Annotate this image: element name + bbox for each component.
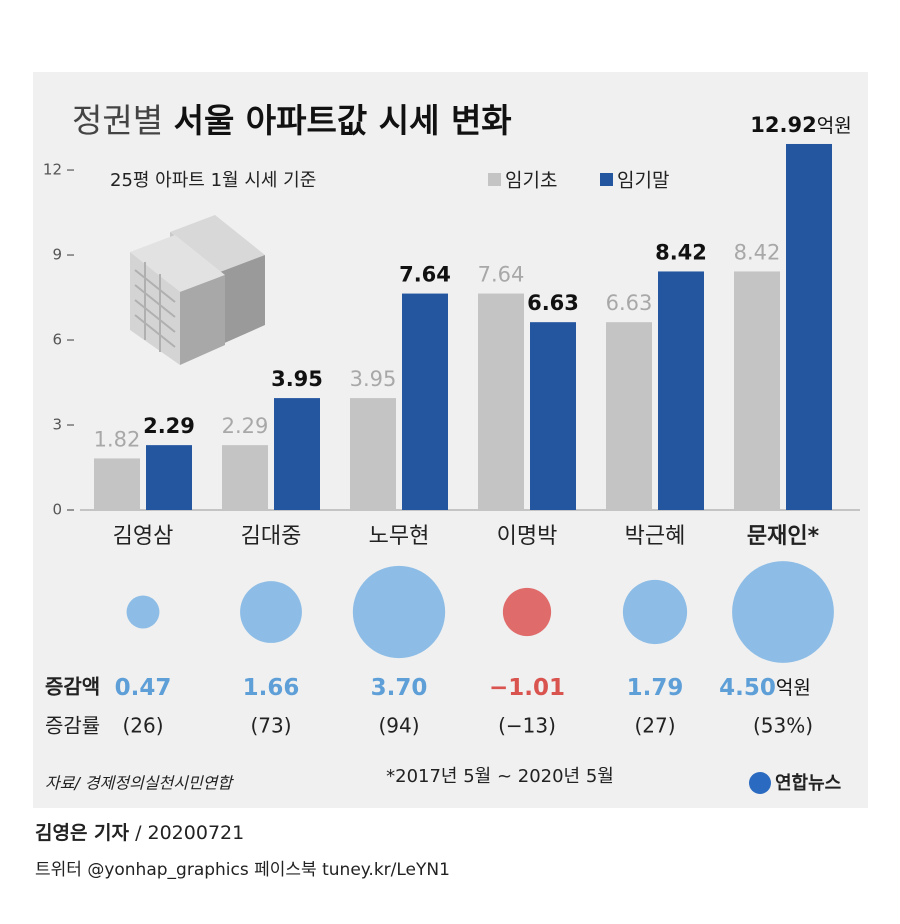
change-value: 1.79 xyxy=(627,675,684,701)
building-icon xyxy=(130,215,265,365)
change-bubble xyxy=(126,595,160,629)
legend-swatch xyxy=(488,173,501,186)
value-label: 3.95 xyxy=(271,367,323,391)
y-tick-label: 9 xyxy=(52,246,62,264)
x-tick-label: 김대중 xyxy=(241,524,302,549)
change-label: 0.47 xyxy=(115,675,172,701)
rate-label: (27) xyxy=(634,714,675,738)
source: 자료/ 경제정의실천시민연합 xyxy=(45,774,234,793)
value: 1.82 xyxy=(94,427,141,451)
value-label: 12.92억원 xyxy=(750,113,851,137)
bar xyxy=(222,445,268,510)
change-bubble xyxy=(352,565,446,659)
chart-title: 정권별 서울 아파트값 시세 변화 xyxy=(72,101,512,140)
change-bubble xyxy=(502,587,552,637)
bar xyxy=(606,322,652,510)
bar xyxy=(478,293,524,510)
value-label: 7.64 xyxy=(399,263,451,287)
value: 7.64 xyxy=(399,263,451,287)
author: 김영은 기자 xyxy=(35,822,130,844)
value: 2.29 xyxy=(143,414,195,438)
bar xyxy=(734,271,780,510)
value-label: 6.63 xyxy=(527,291,579,315)
logo-mark xyxy=(749,772,771,794)
change-value: 1.66 xyxy=(243,675,300,701)
change-label: 1.66 xyxy=(243,675,300,701)
bar xyxy=(146,445,192,510)
y-tick-label: 12 xyxy=(43,161,62,179)
x-tick-label: 박근혜 xyxy=(625,524,686,549)
value-label: 2.29 xyxy=(143,414,195,438)
value: 12.92 xyxy=(750,113,816,137)
rate-label: (53%) xyxy=(753,714,813,738)
value-label: 7.64 xyxy=(478,263,525,287)
x-tick-label: 문재인* xyxy=(747,524,820,549)
change-label: 3.70 xyxy=(371,675,428,701)
value: 7.64 xyxy=(478,263,525,287)
logo: 연합뉴스 xyxy=(775,772,841,794)
change-label: 1.79 xyxy=(627,675,684,701)
title-main: 서울 아파트값 시세 변화 xyxy=(174,101,512,140)
row-label: 증감액 xyxy=(45,675,100,699)
rate-label: (26) xyxy=(122,714,163,738)
change-value: 4.50 xyxy=(719,675,776,701)
change-label: 4.50억원 xyxy=(719,675,811,701)
bar xyxy=(530,322,576,510)
title-prefix: 정권별 xyxy=(72,101,163,140)
x-tick-label: 노무현 xyxy=(369,524,430,549)
bar xyxy=(350,398,396,510)
bar xyxy=(274,398,320,510)
value: 6.63 xyxy=(527,291,579,315)
x-tick-label: 이명박 xyxy=(497,524,558,549)
change-bubble xyxy=(622,579,688,645)
unit: 억원 xyxy=(817,114,852,136)
contacts: 트위터 @yonhap_graphics 페이스북 tuney.kr/LeYN1 xyxy=(35,860,450,880)
value-label: 6.63 xyxy=(606,291,653,315)
legend-label: 임기말 xyxy=(617,170,669,192)
date: / 20200721 xyxy=(135,822,244,844)
value: 6.63 xyxy=(606,291,653,315)
byline: 김영은 기자 / 20200721 xyxy=(35,822,244,844)
change-bubble xyxy=(240,581,302,643)
value: 2.29 xyxy=(222,414,269,438)
rate-label: (73) xyxy=(250,714,291,738)
unit: 억원 xyxy=(776,677,811,699)
change-bubble xyxy=(732,561,834,663)
rate-label: (94) xyxy=(378,714,419,738)
y-tick-label: 0 xyxy=(52,501,62,519)
change-value: 3.70 xyxy=(371,675,428,701)
change-value: −1.01 xyxy=(489,675,565,701)
bar xyxy=(94,458,140,510)
value-label: 1.82 xyxy=(94,427,141,451)
bar xyxy=(658,271,704,510)
value-label: 2.29 xyxy=(222,414,269,438)
rate-label: (−13) xyxy=(498,714,556,738)
value: 3.95 xyxy=(271,367,323,391)
y-tick-label: 6 xyxy=(52,331,62,349)
change-value: 0.47 xyxy=(115,675,172,701)
panel xyxy=(33,72,868,808)
legend-swatch xyxy=(600,173,613,186)
change-label: −1.01 xyxy=(489,675,565,701)
value-label: 3.95 xyxy=(350,367,397,391)
value-label: 8.42 xyxy=(655,240,707,264)
row-label: 증감률 xyxy=(45,714,100,738)
x-tick-label: 김영삼 xyxy=(113,524,174,549)
value-label: 8.42 xyxy=(734,240,781,264)
value: 3.95 xyxy=(350,367,397,391)
legend-label: 임기초 xyxy=(505,170,557,192)
value: 8.42 xyxy=(734,240,781,264)
note: *2017년 5월 ~ 2020년 5월 xyxy=(386,766,614,787)
value: 8.42 xyxy=(655,240,707,264)
bar xyxy=(402,293,448,510)
bar xyxy=(786,143,832,511)
subtitle: 25평 아파트 1월 시세 기준 xyxy=(110,170,316,191)
y-tick-label: 3 xyxy=(52,416,62,434)
